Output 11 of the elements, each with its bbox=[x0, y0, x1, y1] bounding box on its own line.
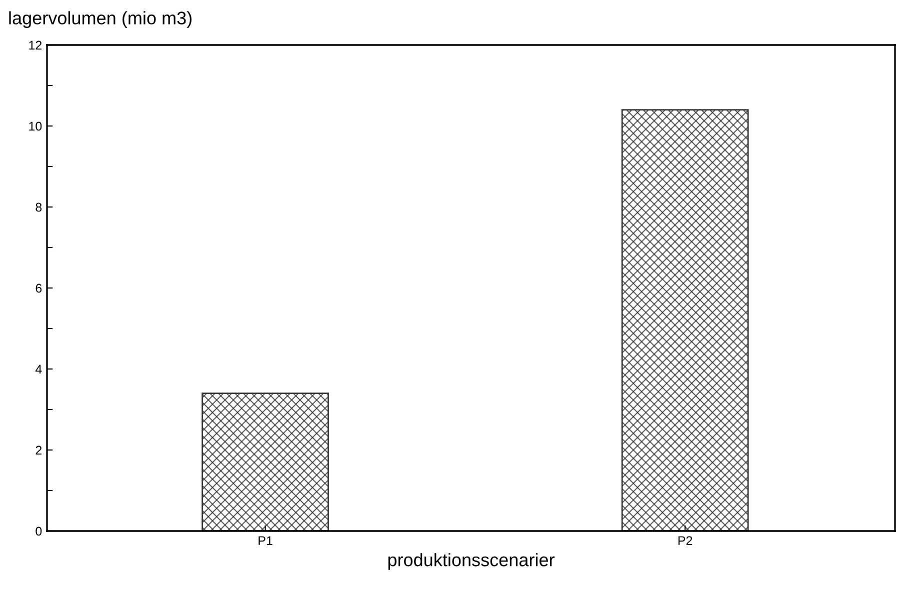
x-tick-label: P2 bbox=[678, 536, 692, 545]
x-axis-title: produktionsscenarier bbox=[388, 553, 555, 570]
y-tick-label: 10 bbox=[29, 122, 42, 131]
y-tick-label: 4 bbox=[35, 364, 42, 374]
x-tick-label: P1 bbox=[258, 536, 272, 545]
y-tick-label: 8 bbox=[36, 202, 42, 212]
y-tick-label: 2 bbox=[36, 446, 42, 455]
y-axis-title: lagervolumen (mio m3) bbox=[9, 11, 192, 28]
y-tick-label: 12 bbox=[29, 40, 42, 50]
y-tick-label: 0 bbox=[36, 526, 42, 536]
y-tick-label: 6 bbox=[36, 284, 42, 293]
